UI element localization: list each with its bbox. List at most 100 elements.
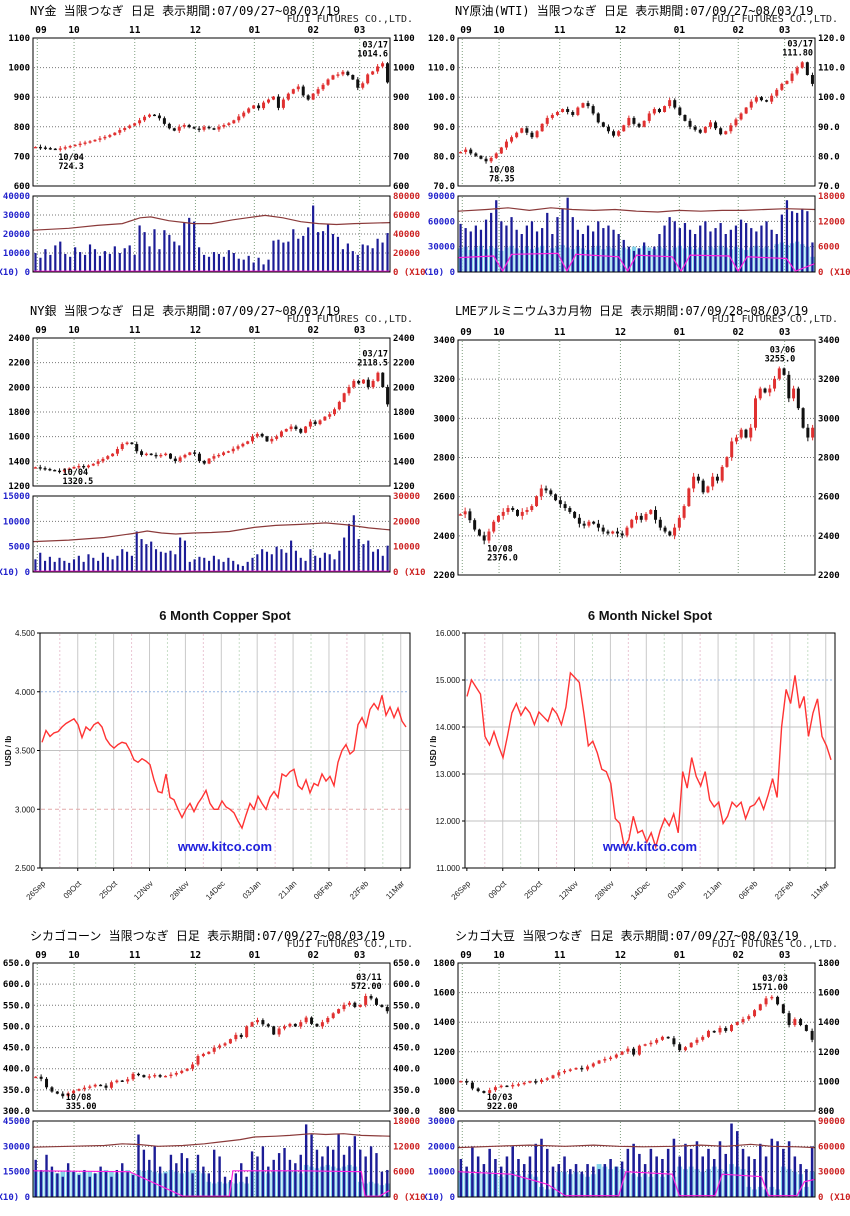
y-axis-tick: 12.000 [436, 817, 461, 826]
x-axis-month-label: 12 [190, 25, 201, 36]
x-axis-month-label: 11 [554, 327, 566, 338]
volume-tick-left: (X10) 0 [425, 268, 455, 278]
y-axis-tick-right: 1800 [393, 408, 415, 418]
y-axis-tick-left: 110.0 [428, 64, 455, 74]
x-axis-date-label: 21Jan [702, 879, 724, 901]
nickel-spot-chart: 26Sep 09Oct 25Oct 12Nov 28Nov 14Dec 03Jan 21Jan… [436, 629, 836, 902]
y-axis-tick-right: 1600 [393, 433, 415, 443]
high-annotation-value: 572.00 [351, 982, 382, 992]
y-axis-tick-right: 110.0 [818, 64, 845, 74]
y-axis-tick-left: 1800 [433, 959, 455, 969]
x-axis-date-label: 26Sep [25, 879, 48, 902]
y-axis-tick-left: 2000 [8, 383, 30, 393]
y-axis-tick-left: 90.0 [433, 123, 455, 133]
y-axis-tick-right: 80.0 [818, 152, 840, 162]
y-axis-tick-right: 900 [393, 93, 409, 103]
volume-tick-right: 10000 [393, 543, 420, 553]
chart-block-nickel-spot: 6 Month Nickel Spot USD / lb www.kitco.c… [425, 600, 850, 925]
volume-tick-left: 60000 [428, 217, 455, 227]
volume-tick-right: 18000 [818, 192, 845, 202]
y-axis-tick: 4.000 [15, 688, 36, 697]
chart-title: シカゴ大豆 当限つなぎ 日足 表示期間:07/09/27~08/03/19 [455, 929, 799, 943]
high-annotation-date: 03/17 [362, 40, 388, 50]
chart-credit: FUJI FUTURES CO.,LTD. [286, 939, 413, 950]
y-axis-tick-left: 100.0 [428, 93, 455, 103]
volume-tick-left: 5000 [8, 543, 30, 553]
low-annotation-date: 10/08 [487, 545, 513, 555]
chart-title: シカゴコーン 当限つなぎ 日足 表示期間:07/09/27~08/03/19 [30, 929, 386, 943]
low-annotation-value: 2376.0 [487, 554, 518, 564]
x-axis-month-label: 11 [554, 950, 566, 961]
y-axis-tick-left: 800 [14, 123, 30, 133]
y-axis-tick-left: 600 [14, 182, 30, 192]
y-axis-tick-left: 1000 [8, 64, 30, 74]
x-axis-month-label: 09 [35, 25, 47, 36]
y-axis-tick-left: 350.0 [3, 1086, 30, 1096]
volume-tick-left: 90000 [428, 192, 455, 202]
y-axis-tick-right: 450.0 [393, 1044, 420, 1054]
x-axis-date-label: 28Nov [593, 879, 616, 902]
y-axis-tick: 2.500 [15, 864, 36, 873]
chart-block-chicago-soybeans: シカゴ大豆 当限つなぎ 日足 表示期間:07/09/27~08/03/19 FU… [425, 925, 850, 1216]
x-axis-date-label: 25Oct [98, 879, 120, 901]
x-axis-date-label: 03Jan [666, 879, 688, 901]
low-annotation-date: 10/03 [487, 1093, 513, 1103]
volume-tick-right: 12000 [818, 217, 845, 227]
x-axis-date-label: 21Jan [277, 879, 299, 901]
y-axis-tick-right: 1600 [818, 989, 840, 999]
x-axis-month-label: 10 [493, 327, 505, 338]
y-axis-tick-left: 80.0 [433, 152, 455, 162]
volume-tick-right: 90000 [818, 1117, 845, 1127]
chicago-corn-chart: 09 10 11 12 01 02 03 650.0 650.0 600.0 600.0 550.0 5… [0, 950, 425, 1203]
y-axis-tick-right: 2000 [393, 383, 415, 393]
x-axis-month-label: 02 [733, 950, 744, 961]
y-axis-tick-left: 800 [439, 1107, 455, 1117]
x-axis-date-label: 14Dec [629, 879, 652, 902]
kitco-watermark-link[interactable]: www.kitco.com [602, 839, 698, 854]
y-axis-tick-right: 600 [393, 182, 409, 192]
x-axis-date-label: 06Feb [312, 879, 335, 902]
volume-tick-right: 80000 [393, 192, 420, 202]
y-axis-tick-left: 1400 [433, 1018, 455, 1028]
volume-tick-right: 0 (X10) [818, 1193, 850, 1203]
x-axis-date-label: 06Feb [737, 879, 760, 902]
high-annotation-date: 03/17 [362, 350, 388, 360]
chart-credit: FUJI FUTURES CO.,LTD. [286, 14, 413, 25]
x-axis-date-label: 26Sep [450, 879, 473, 902]
x-axis-date-label: 22Feb [348, 879, 371, 902]
volume-tick-right: 0 (X100) [818, 268, 850, 278]
y-axis-tick-right: 400.0 [393, 1065, 420, 1075]
chart-title: LMEアルミニウム3カ月物 日足 表示期間:07/09/28~08/03/19 [455, 304, 809, 318]
volume-tick-left: (X10) 0 [0, 568, 30, 578]
y-axis-tick-right: 500.0 [393, 1022, 420, 1032]
volume-tick-left: 20000 [428, 1142, 455, 1152]
y-axis-tick-right: 2200 [818, 571, 840, 581]
y-axis-tick: 16.000 [436, 629, 461, 638]
y-axis-tick-right: 300.0 [393, 1107, 420, 1117]
y-axis-tick-right: 90.0 [818, 123, 840, 133]
y-axis-tick-left: 2400 [8, 334, 30, 344]
volume-tick-left: (X10) 0 [0, 268, 30, 278]
y-axis-tick-left: 300.0 [3, 1107, 30, 1117]
y-axis-tick-left: 550.0 [3, 1001, 30, 1011]
y-axis-tick-right: 1400 [393, 457, 415, 467]
low-annotation-date: 10/04 [58, 153, 84, 163]
chart-title: 6 Month Nickel Spot [587, 608, 713, 623]
volume-tick-right: 20000 [393, 249, 420, 259]
volume-tick-left: 15000 [3, 1168, 30, 1178]
x-axis-date-label: 12Nov [557, 879, 580, 902]
low-annotation-date: 10/04 [63, 468, 89, 478]
volume-tick-right: 30000 [818, 1168, 845, 1178]
low-annotation-value: 78.35 [489, 174, 515, 184]
x-axis-date-label: 11Mar [384, 879, 406, 901]
kitco-watermark-link[interactable]: www.kitco.com [177, 839, 273, 854]
y-axis-tick-right: 2400 [393, 334, 415, 344]
x-axis-month-label: 11 [129, 325, 141, 336]
y-axis-tick-right: 2200 [393, 359, 415, 369]
x-axis-month-label: 10 [493, 25, 505, 36]
y-axis-tick-right: 1800 [818, 959, 840, 969]
high-annotation-date: 03/06 [770, 345, 796, 355]
x-axis-month-label: 03 [779, 25, 791, 36]
chart-block-ny-silver: NY銀 当限つなぎ 日足 表示期間:07/09/27~08/03/19 FUJI… [0, 300, 425, 600]
volume-tick-right: 0 (X100) [393, 1193, 425, 1203]
